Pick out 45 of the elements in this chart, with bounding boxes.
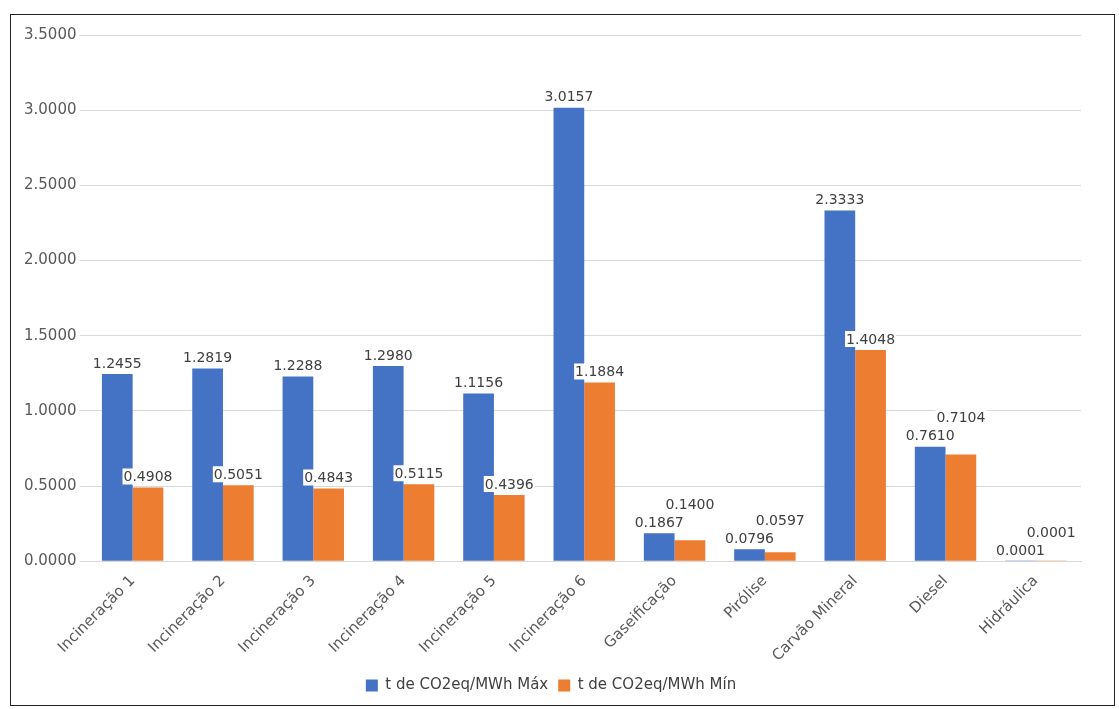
- data-label: 1.2819: [183, 349, 233, 366]
- data-label: 0.0796: [725, 529, 775, 546]
- data-label: 1.1156: [454, 374, 504, 391]
- bar: [764, 552, 796, 561]
- data-label: 0.4843: [304, 469, 354, 486]
- data-label: 1.4048: [846, 330, 896, 347]
- bar: [313, 488, 344, 561]
- bar: [584, 382, 615, 561]
- data-label: 0.5115: [394, 464, 444, 481]
- bar: [914, 446, 946, 561]
- data-label: 0.7610: [905, 427, 955, 444]
- data-label: 1.2980: [363, 346, 413, 363]
- data-label: 0.0001: [995, 541, 1045, 558]
- y-tick-label: 3.5000: [23, 24, 77, 43]
- bar: [674, 540, 706, 561]
- data-label: 3.0157: [544, 88, 594, 105]
- data-label: 2.3333: [815, 191, 865, 208]
- bar: [945, 454, 977, 561]
- y-tick-label: 3.0000: [23, 100, 77, 119]
- data-label: 0.0597: [755, 511, 805, 528]
- data-label: 0.4396: [484, 475, 534, 492]
- y-tick-label: 1.5000: [23, 325, 77, 344]
- data-label: 0.7104: [936, 409, 986, 426]
- data-label: 1.2288: [273, 357, 323, 374]
- data-label: 0.5051: [213, 465, 263, 482]
- data-label: 1.2455: [92, 354, 142, 371]
- y-tick-label: 0.0000: [23, 551, 77, 570]
- data-label: 0.1400: [665, 495, 715, 512]
- y-tick-label: 2.0000: [23, 250, 77, 269]
- legend-label: t de CO2eq/MWh Máx: [385, 675, 549, 694]
- bar: [493, 495, 525, 561]
- data-label: 0.4908: [123, 468, 173, 485]
- y-tick-label: 2.5000: [23, 175, 77, 194]
- data-label: 0.1867: [634, 513, 684, 530]
- bar: [222, 485, 254, 561]
- bar: [403, 484, 435, 561]
- data-label: 0.0001: [1026, 523, 1076, 540]
- bar: [855, 350, 886, 561]
- bar: [643, 533, 675, 561]
- y-tick-label: 0.5000: [23, 475, 77, 494]
- legend-label: t de CO2eq/MWh Mín: [577, 675, 737, 694]
- y-tick-label: 1.0000: [23, 400, 77, 419]
- bar: [132, 487, 164, 561]
- data-label: 1.1884: [575, 363, 625, 380]
- bar: [734, 549, 765, 561]
